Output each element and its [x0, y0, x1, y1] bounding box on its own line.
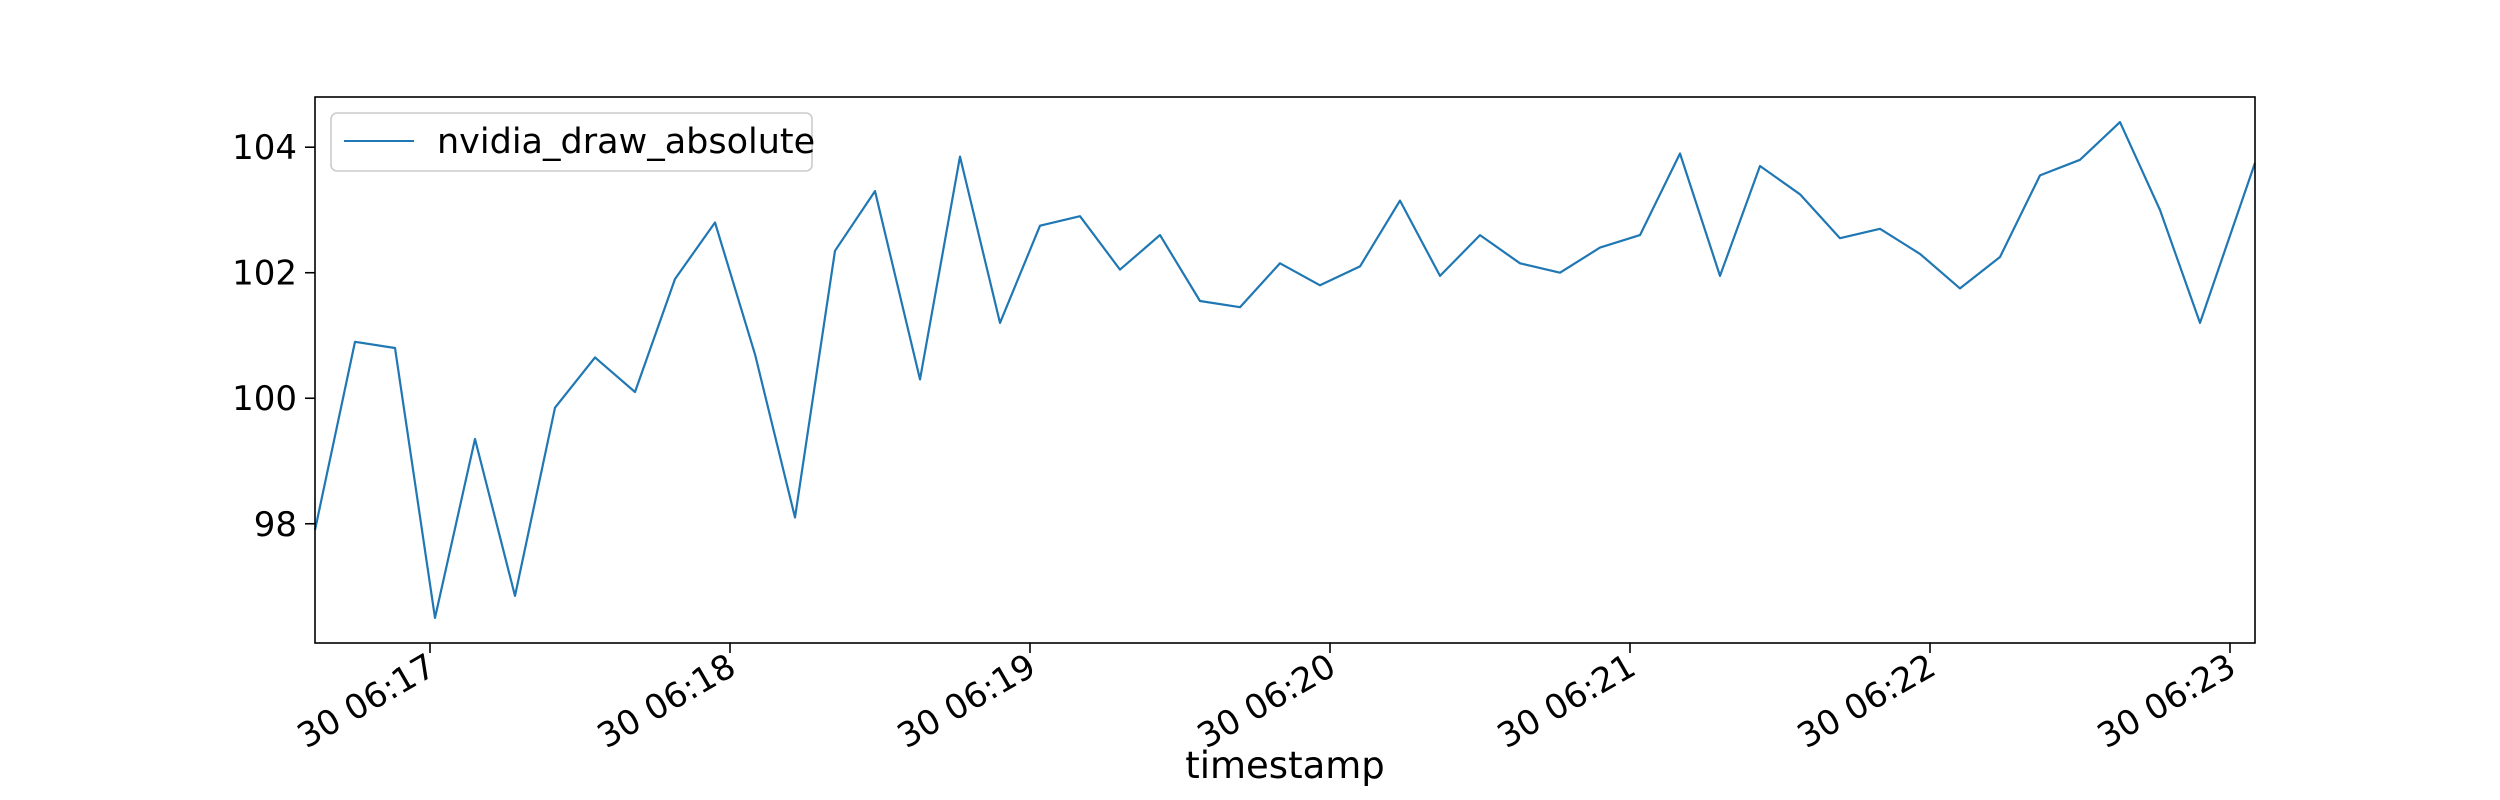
y-tick-label: 104	[232, 128, 297, 168]
y-axis: 98 100 102 104	[232, 128, 315, 545]
x-axis: 30 06:17 30 06:18 30 06:19 30 06:20 30 06:21…	[291, 643, 2243, 757]
plot-area	[315, 97, 2255, 643]
y-tick-label: 98	[254, 505, 297, 545]
x-tick-label: 30 06:20	[1191, 646, 1343, 757]
x-tick-label: 30 06:21	[1491, 646, 1643, 757]
y-tick-label: 102	[232, 254, 297, 294]
x-tick-label: 30 06:22	[1791, 646, 1943, 757]
x-tick-label: 30 06:17	[291, 646, 443, 757]
x-tick-label: 30 06:19	[891, 646, 1043, 757]
x-tick-label: 30 06:23	[2091, 646, 2243, 757]
series-lines	[313, 120, 2257, 620]
plot-frame	[314, 96, 2256, 644]
legend-box	[330, 112, 813, 172]
legend: nvidia_draw_absolute	[330, 112, 815, 172]
legend-label: nvidia_draw_absolute	[437, 122, 815, 162]
y-tick-label: 100	[232, 379, 297, 419]
x-axis-title: timestamp	[1185, 744, 1385, 787]
x-tick-label: 30 06:18	[591, 646, 743, 757]
